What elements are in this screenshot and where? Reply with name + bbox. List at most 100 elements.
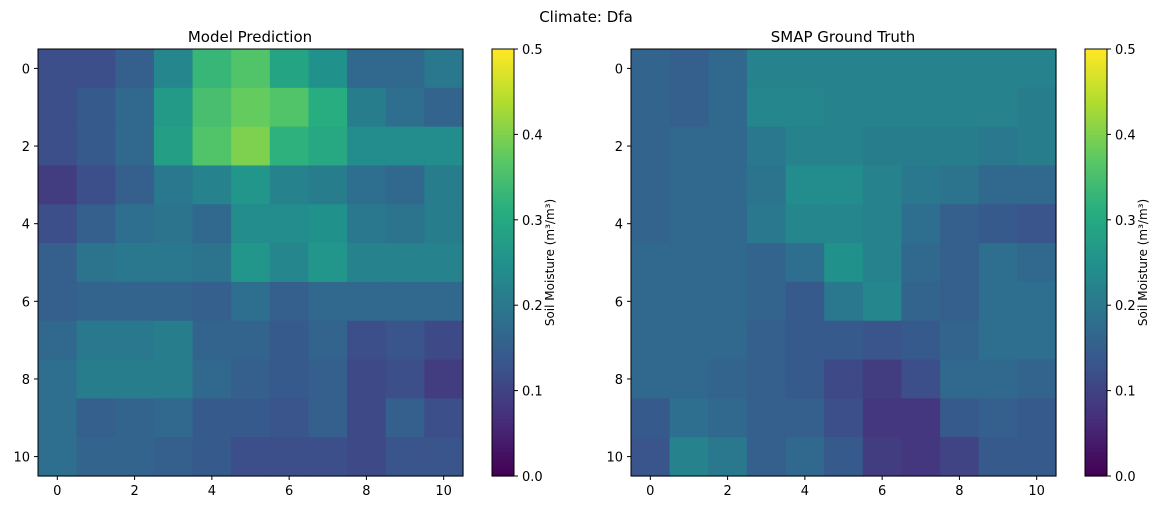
heatmap-cell [192, 87, 232, 128]
colorbar-segment [1085, 266, 1107, 271]
heatmap-cell [153, 49, 194, 89]
colorbar-gradient [1085, 49, 1107, 477]
heatmap-cell [940, 165, 980, 205]
heatmap-cell [940, 87, 980, 128]
colorbar-segment [492, 362, 514, 367]
colorbar-segment [1085, 116, 1107, 121]
figure-suptitle: Climate: Dfa [539, 8, 633, 26]
colorbar-segment [492, 59, 514, 64]
colorbar-segment [1085, 198, 1107, 203]
colorbar-segment [492, 468, 514, 474]
heatmap-cell [424, 204, 464, 244]
colorbar-segment [1085, 401, 1107, 406]
colorbar-tick-label: 0.3 [522, 214, 543, 229]
heatmap-cell [424, 281, 464, 322]
heatmap-cell [38, 126, 78, 167]
heatmap-cell [308, 87, 348, 128]
heatmap-cell [862, 204, 903, 244]
colorbar-segment [1085, 59, 1107, 64]
heatmap-cell [424, 320, 464, 361]
colorbar-segment [492, 322, 514, 328]
colorbar-segment [1085, 390, 1107, 395]
heatmap-cell [824, 437, 864, 477]
heatmap-cell [978, 243, 1018, 283]
heatmap-cell [824, 49, 864, 89]
colorbar-segment [1085, 369, 1107, 374]
heatmap-cell [38, 165, 78, 205]
colorbar-segment [492, 123, 514, 128]
heatmap-cell [824, 281, 864, 322]
colorbar-tick-label: 0.5 [522, 43, 543, 58]
heatmap-cell [231, 281, 271, 322]
heatmap-cell [669, 49, 709, 89]
heatmap-cell [115, 165, 155, 205]
colorbar-segment [492, 358, 514, 363]
colorbar-segment [492, 148, 514, 153]
heatmap-cell [153, 165, 194, 205]
colorbar-segment [492, 130, 514, 135]
colorbar-segment [1085, 105, 1107, 111]
heatmap-cell [269, 243, 310, 283]
colorbar-segment [492, 305, 514, 310]
axes-frame [37, 48, 464, 477]
heatmap-cell [385, 359, 425, 399]
colorbar-segment [1085, 426, 1107, 431]
colorbar-segment [492, 433, 514, 438]
heatmap-cell [115, 437, 155, 477]
colorbar-segment [492, 226, 514, 232]
colorbar-segment [1085, 91, 1107, 96]
heatmap-cell [347, 359, 387, 399]
colorbar-segment [1085, 56, 1107, 61]
heatmap-cell [115, 49, 155, 89]
heatmap-cell [708, 49, 748, 89]
heatmap-cell [38, 87, 78, 128]
y-tick-label: 2 [615, 140, 623, 155]
colorbar-segment [1085, 315, 1107, 321]
colorbar-segment [1085, 440, 1107, 445]
heatmap-cell [1017, 243, 1057, 283]
colorbar-tick-label: 0.0 [522, 470, 543, 485]
colorbar-segment [492, 113, 514, 118]
heatmap-cell [1017, 204, 1057, 244]
heatmap-cell [901, 281, 941, 322]
heatmap-cell [38, 204, 78, 244]
colorbar-segment [492, 276, 514, 281]
colorbar-segment [1085, 102, 1107, 107]
colorbar-segment [1085, 52, 1107, 57]
colorbar-segment [1085, 351, 1107, 356]
heatmap-cell [901, 87, 941, 128]
colorbar-segment [492, 472, 514, 477]
heatmap-cell [631, 281, 671, 322]
colorbar-segment [1085, 355, 1107, 360]
colorbar-segment [1085, 230, 1107, 235]
colorbar-segment [1085, 308, 1107, 313]
colorbar-segment [1085, 148, 1107, 153]
heatmap-cell [785, 281, 825, 322]
heatmap-cell [347, 281, 387, 322]
y-tick-label: 8 [22, 373, 30, 388]
colorbar-segment [492, 56, 514, 61]
heatmap-cell [76, 437, 116, 477]
colorbar-segment [492, 294, 514, 299]
colorbar-segment [492, 394, 514, 399]
heatmap-cell [708, 87, 748, 128]
heatmap-cell [746, 165, 787, 205]
heatmap-cell [785, 87, 825, 128]
heatmap-cell [785, 437, 825, 477]
heatmap-cell [746, 359, 787, 399]
colorbar-segment [492, 77, 514, 82]
heatmap-cell [669, 281, 709, 322]
heatmap-cell [38, 281, 78, 322]
colorbar-segment [1085, 294, 1107, 299]
heatmap-cell [38, 49, 78, 89]
colorbar-segment [1085, 70, 1107, 75]
heatmap-cell [940, 281, 980, 322]
colorbar-segment [1085, 347, 1107, 353]
colorbar-segment [492, 209, 514, 214]
heatmap-cell [153, 398, 194, 438]
colorbar-segment [1085, 216, 1107, 221]
heatmap-cells [631, 49, 1057, 477]
heatmap-cell [824, 359, 864, 399]
colorbar-segment [492, 283, 514, 289]
